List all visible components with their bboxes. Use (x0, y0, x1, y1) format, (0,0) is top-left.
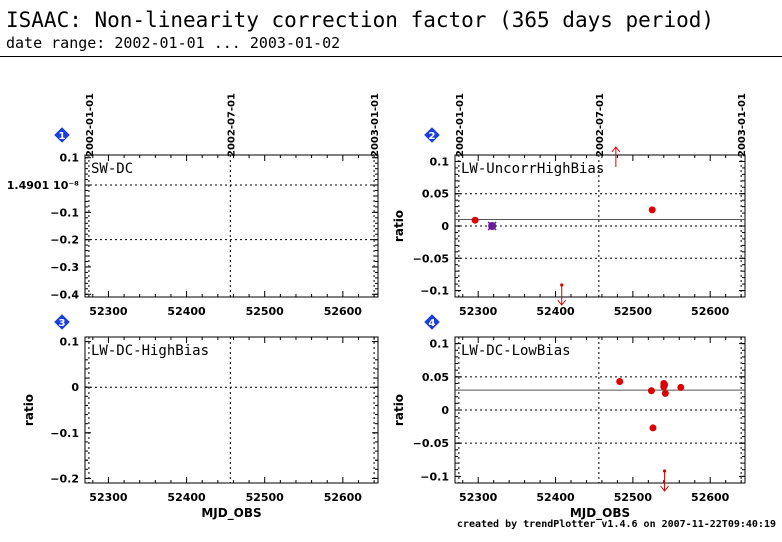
panel-label: LW-UncorrHighBias (461, 161, 604, 177)
panel-number-text: 4 (429, 318, 436, 329)
x-tick-label: 52600 (324, 305, 363, 318)
y-tick-label: 0 (71, 381, 79, 394)
out-of-range-low-marker (660, 471, 669, 492)
date-tick-label: 2003-01-01 (370, 93, 381, 157)
plot-frame (84, 336, 379, 484)
y-axis-label: ratio (392, 210, 406, 242)
y-tick-label: −0.05 (413, 437, 449, 450)
y-tick-label: −0.3 (50, 261, 79, 274)
panel-label: LW-DC-HighBias (91, 343, 209, 359)
page-subtitle: date range: 2002-01-01 ... 2003-01-02 (6, 34, 341, 52)
x-tick-label: 52600 (691, 491, 730, 504)
panel-number-badge (52, 125, 72, 145)
y-tick-label: −0.4 (50, 288, 79, 301)
panel-number-text: 2 (429, 131, 436, 142)
date-tick-label: 2003-01-01 (737, 93, 748, 157)
x-tick-label: 52500 (614, 305, 653, 318)
panel-number-text: 3 (59, 318, 66, 329)
y-tick-label: 0.1 (430, 155, 450, 168)
data-point (649, 424, 657, 432)
y-tick-label: −0.1 (420, 470, 449, 483)
x-tick-label: 52400 (536, 491, 575, 504)
y-tick-label: −0.1 (50, 427, 79, 440)
y-tick-label: 0.1 (60, 152, 80, 165)
panel-number-badge (52, 312, 72, 332)
data-point (661, 389, 669, 397)
y-tick-label: 1.4901 10⁻⁸ (7, 179, 79, 192)
panel-label: SW-DC (91, 161, 133, 177)
y-tick-label: −0.2 (50, 234, 79, 247)
data-point (647, 387, 655, 395)
y-tick-label: 0.05 (422, 371, 449, 384)
x-tick-label: 52500 (614, 491, 653, 504)
panel-number-text: 1 (59, 131, 66, 142)
page-title: ISAAC: Non-linearity correction factor (… (6, 8, 715, 32)
x-tick-label: 52300 (459, 305, 498, 318)
y-axis-label: ratio (392, 394, 406, 426)
date-tick-label: 2002-07-01 (595, 93, 606, 157)
data-point (661, 381, 669, 389)
x-tick-label: 52600 (691, 305, 730, 318)
panel-label: LW-DC-LowBias (461, 343, 571, 359)
date-tick-label: 2002-01-01 (455, 93, 466, 157)
x-tick-label: 52300 (89, 305, 128, 318)
x-tick-label: 52400 (167, 491, 206, 504)
y-tick-label: −0.1 (50, 206, 79, 219)
data-point (471, 216, 479, 224)
y-tick-label: 0 (441, 220, 449, 233)
x-tick-label: 52300 (89, 491, 128, 504)
x-tick-label: 52500 (246, 491, 285, 504)
x-axis-label: MJD_OBS (201, 506, 261, 521)
x-tick-label: 52300 (459, 491, 498, 504)
x-tick-label: 52600 (324, 491, 363, 504)
out-of-range-high-marker (611, 146, 621, 167)
header-divider (0, 56, 782, 57)
y-tick-label: 0 (441, 404, 449, 417)
date-tick-label: 2002-07-01 (226, 93, 237, 157)
x-tick-label: 52500 (246, 305, 285, 318)
y-tick-label: −0.05 (413, 252, 449, 265)
out-of-range-low-marker (557, 285, 567, 306)
panel-number-badge (422, 312, 442, 332)
special-data-marker (487, 221, 497, 231)
footer-credit: created by trendPlotter v1.4.6 on 2007-1… (456, 519, 776, 530)
x-axis-label: MJD_OBS (570, 506, 630, 521)
date-tick-label: 2002-01-01 (85, 93, 96, 157)
x-tick-label: 52400 (167, 305, 206, 318)
panel-number-badge (422, 125, 442, 145)
y-tick-label: 0.1 (430, 338, 450, 351)
data-point (616, 377, 624, 385)
y-axis-label: ratio (22, 394, 36, 426)
y-tick-label: 0.05 (422, 188, 449, 201)
data-point (677, 383, 685, 391)
data-point (648, 206, 656, 214)
y-tick-label: −0.2 (50, 472, 79, 485)
plot-frame (84, 154, 379, 298)
y-tick-label: 0.1 (60, 336, 80, 349)
x-tick-label: 52400 (536, 305, 575, 318)
y-tick-label: −0.1 (420, 285, 449, 298)
